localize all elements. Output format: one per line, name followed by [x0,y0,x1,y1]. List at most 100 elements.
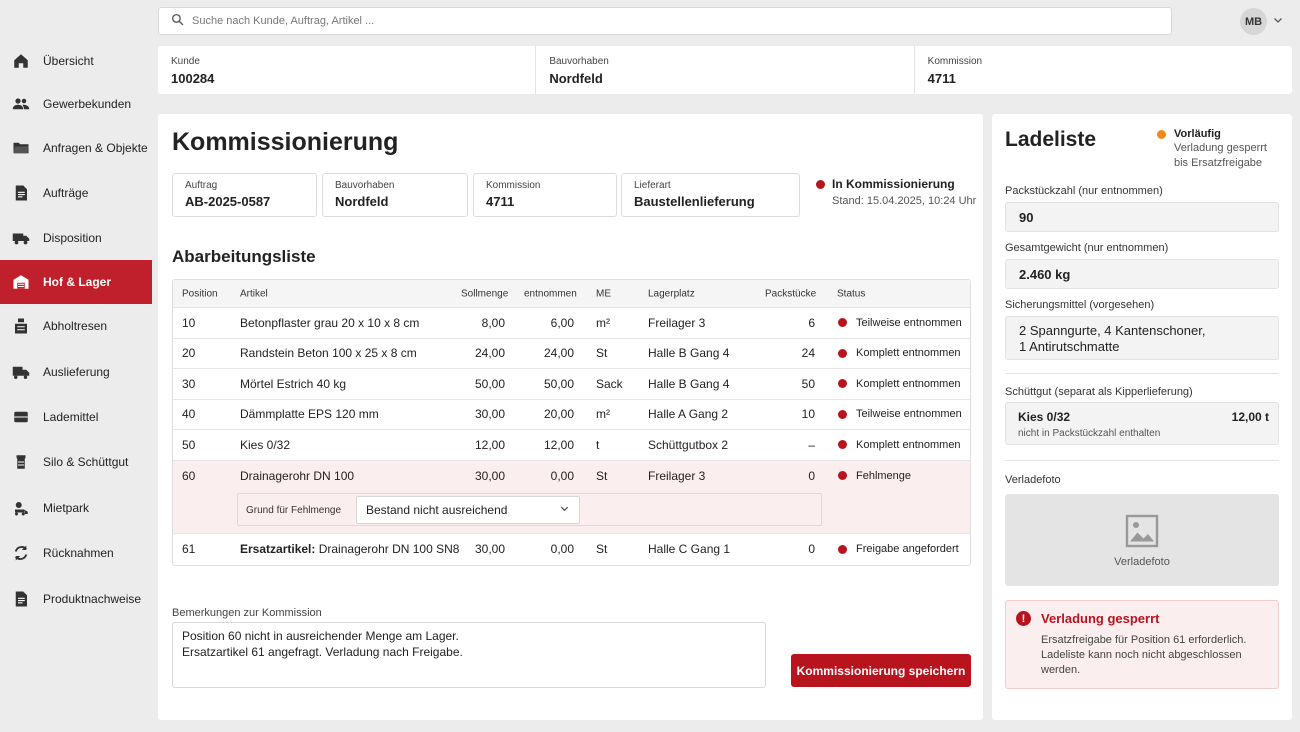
sidebar-item-mietpark[interactable]: Mietpark [0,486,152,530]
cell-me: St [596,542,608,557]
cell-me: Sack [596,376,623,391]
table-row[interactable]: 20 Randstein Beton 100 x 25 x 8 cm 24,00… [173,339,970,369]
info-lieferart-value: Baustellenlieferung [634,194,755,209]
cell-me: t [596,437,600,452]
folder-icon [12,139,30,157]
photo-label: Verladefoto [1005,474,1061,486]
grund-select[interactable]: Bestand nicht ausreichend [356,496,580,524]
header-bauvorhaben: Bauvorhaben Nordfeld [536,46,915,94]
search-input[interactable] [192,15,1092,27]
col-status: Status [837,288,866,299]
sidebar-item-label: Mietpark [43,501,90,515]
bulk-qty: 12,00 t [1231,410,1269,424]
sidebar-item-uebersicht[interactable]: Übersicht [0,39,152,83]
context-header: Kunde 100284 Bauvorhaben Nordfeld Kommis… [158,46,1292,94]
table-row[interactable]: 61 Ersatzartikel: Drainagerohr DN 100 SN… [173,534,970,565]
col-position: Position [182,288,218,299]
weight-label: Gesamtgewicht (nur entnommen) [1005,242,1169,254]
grund-select-value: Bestand nicht ausreichend [366,503,508,517]
table-header: Position Artikel Sollmenge entnommen ME … [173,280,970,308]
sidebar-item-label: Übersicht [43,54,94,68]
section-title: Abarbeitungsliste [172,247,316,266]
cell-packstuecke: 0 [808,468,815,483]
cell-artikel: Drainagerohr DN 100 [240,468,355,483]
info-kommission-label: Kommission [486,180,541,191]
bulk-name: Kies 0/32 [1018,410,1071,424]
status-dot [838,379,847,389]
cell-entnommen: 0,00 [550,542,574,557]
cell-position: 30 [182,376,196,391]
status-indicator: In Kommissionierung Stand: 15.04.2025, 1… [816,177,976,207]
home-icon [12,52,30,70]
header-kommission: Kommission 4711 [915,46,1292,94]
table-row[interactable]: 10 Betonpflaster grau 20 x 10 x 8 cm 8,0… [173,308,970,339]
table-row[interactable]: 60 Drainagerohr DN 100 30,00 0,00 St Fre… [173,460,970,491]
page-title: Kommissionierung [172,128,399,156]
sidebar-item-disposition[interactable]: Disposition [0,216,152,260]
prelim-line1: Verladung gesperrt [1174,142,1267,154]
pack-value: 90 [1005,202,1279,232]
prelim-dot [1157,129,1166,139]
cell-status: Teilweise entnommen [838,408,962,420]
counter-icon [12,317,30,335]
sidebar-item-auftraege[interactable]: Aufträge [0,171,152,215]
sidebar-item-anfragen[interactable]: Anfragen & Objekte [0,126,152,170]
remarks-textarea[interactable]: Position 60 nicht in ausreichender Menge… [172,622,766,688]
cell-entnommen: 12,00 [543,437,574,452]
header-bauvorhaben-value: Nordfeld [549,71,603,86]
status-dot [838,440,847,450]
col-lagerplatz: Lagerplatz [648,288,695,299]
sidebar-item-hof-lager[interactable]: Hof & Lager [0,260,152,304]
cell-lagerplatz: Freilager 3 [648,468,706,483]
cell-artikel: Mörtel Estrich 40 kg [240,376,347,391]
sidebar-item-label: Produktnachweise [43,592,142,606]
search-bar[interactable] [158,7,1172,35]
header-bauvorhaben-label: Bauvorhaben [549,56,609,67]
info-lieferart: Lieferart Baustellenlieferung [621,173,800,217]
document-icon [12,184,30,202]
remarks-label: Bemerkungen zur Kommission [172,607,322,619]
cell-lagerplatz: Halle B Gang 4 [648,376,730,391]
status-label: In Kommissionierung [832,177,955,191]
chevron-down-icon[interactable] [1272,14,1284,26]
photo-placeholder[interactable]: Verladefoto [1005,494,1279,586]
alert-icon: ! [1016,611,1031,626]
status-text: Komplett entnommen [856,377,961,390]
status-dot [838,544,847,554]
sidebar-item-silo[interactable]: Silo & Schüttgut [0,440,152,484]
table-row[interactable]: 30 Mörtel Estrich 40 kg 50,00 50,00 Sack… [173,369,970,400]
silo-icon [12,453,30,471]
cell-artikel: Betonpflaster grau 20 x 10 x 8 cm [240,315,420,330]
status-text: Teilweise entnommen [856,408,962,421]
cell-status: Teilweise entnommen [838,317,962,329]
sidebar-item-lademittel[interactable]: Lademittel [0,395,152,439]
cell-packstuecke: 0 [808,542,815,557]
table-row[interactable]: 40 Dämmplatte EPS 120 mm 30,00 20,00 m² … [173,400,970,430]
sidebar-item-label: Aufträge [43,186,89,200]
warehouse-icon [12,273,30,291]
prelim-status: Vorläufig Verladung gesperrt bis Ersatzf… [1157,128,1267,171]
status-dot [838,471,847,481]
cell-lagerplatz: Freilager 3 [648,315,706,330]
avatar[interactable]: MB [1240,8,1267,35]
status-timestamp: Stand: 15.04.2025, 10:24 Uhr [832,195,977,207]
sidebar-item-abholtresen[interactable]: Abholtresen [0,304,152,348]
col-me: ME [596,288,611,299]
sidebar-item-gewerbekunden[interactable]: Gewerbekunden [0,82,152,126]
alert-box: ! Verladung gesperrt Ersatzfreigabe für … [1005,600,1279,689]
cell-sollmenge: 30,00 [474,468,505,483]
table-row[interactable]: 50 Kies 0/32 12,00 12,00 t Schüttgutbox … [173,430,970,461]
users-icon [12,95,30,113]
cell-sollmenge: 12,00 [474,437,505,452]
cell-status: Komplett entnommen [838,347,961,359]
save-button[interactable]: Kommissionierung speichern [791,654,971,687]
info-auftrag-label: Auftrag [185,180,218,191]
cell-position: 40 [182,407,196,422]
sidebar-item-produktnachweise[interactable]: Produktnachweise [0,577,152,621]
sidebar-item-label: Rücknahmen [43,546,114,560]
sidebar-item-ruecknahmen[interactable]: Rücknahmen [0,531,152,575]
header-kommission-value: 4711 [927,71,956,86]
sidebar-item-auslieferung[interactable]: Auslieferung [0,350,152,394]
header-kunde: Kunde 100284 [158,46,537,94]
kommissionierung-panel: Kommissionierung Auftrag AB-2025-0587 Ba… [158,114,983,720]
